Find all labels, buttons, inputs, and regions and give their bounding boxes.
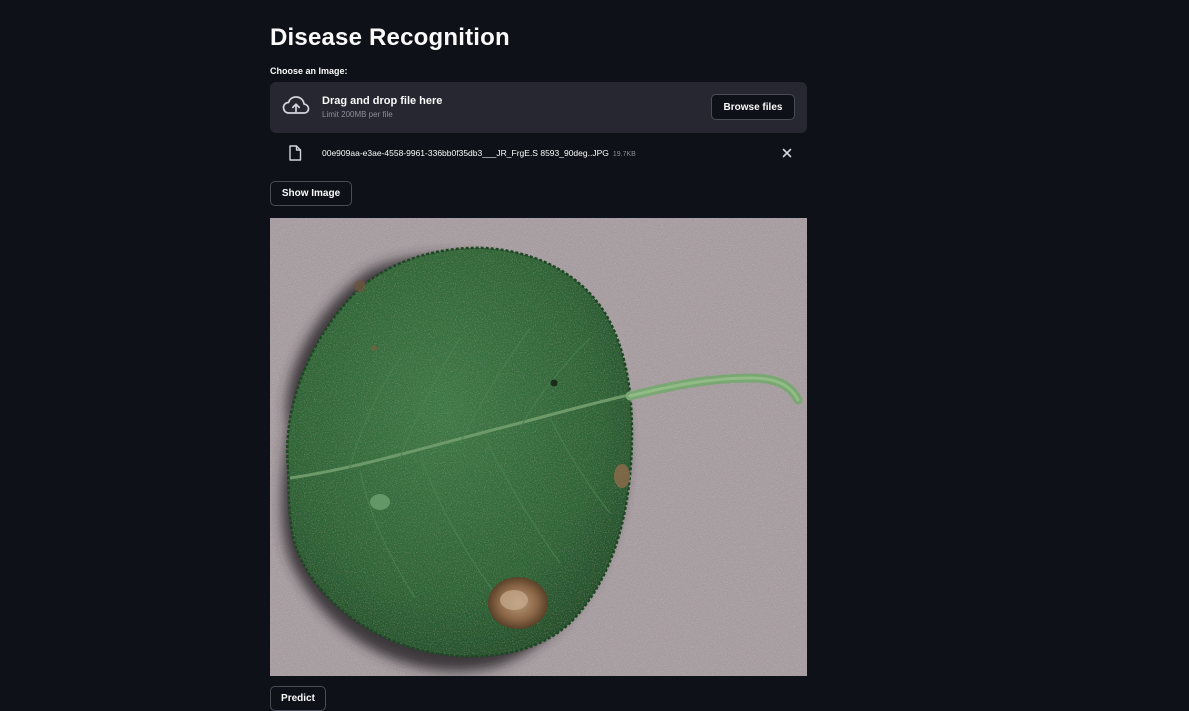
- cloud-upload-icon: [282, 96, 310, 114]
- dropzone-title: Drag and drop file here: [322, 95, 443, 107]
- uploader-label: Choose an Image:: [270, 66, 348, 76]
- dropzone-limit: Limit 200MB per file: [322, 110, 393, 119]
- predict-button[interactable]: Predict: [270, 686, 326, 711]
- dropzone-instructions: Drag and drop file here Limit 200MB per …: [322, 95, 442, 119]
- file-dropzone[interactable]: Drag and drop file here Limit 200MB per …: [270, 82, 807, 133]
- page-title: Disease Recognition: [270, 24, 510, 51]
- show-image-button[interactable]: Show Image: [270, 181, 352, 206]
- file-name: 00e909aa-e3ae-4558-9961-336bb0f35db3___J…: [322, 148, 609, 158]
- browse-files-button[interactable]: Browse files: [711, 94, 795, 120]
- close-icon[interactable]: [779, 145, 795, 161]
- file-icon: [289, 145, 302, 161]
- file-size: 19.7KB: [612, 151, 636, 158]
- file-name-container: 00e909aa-e3ae-4558-9961-336bb0f35db3___J…: [322, 148, 636, 158]
- uploaded-file-row: 00e909aa-e3ae-4558-9961-336bb0f35db3___J…: [270, 140, 807, 166]
- leaf-image: [270, 218, 807, 676]
